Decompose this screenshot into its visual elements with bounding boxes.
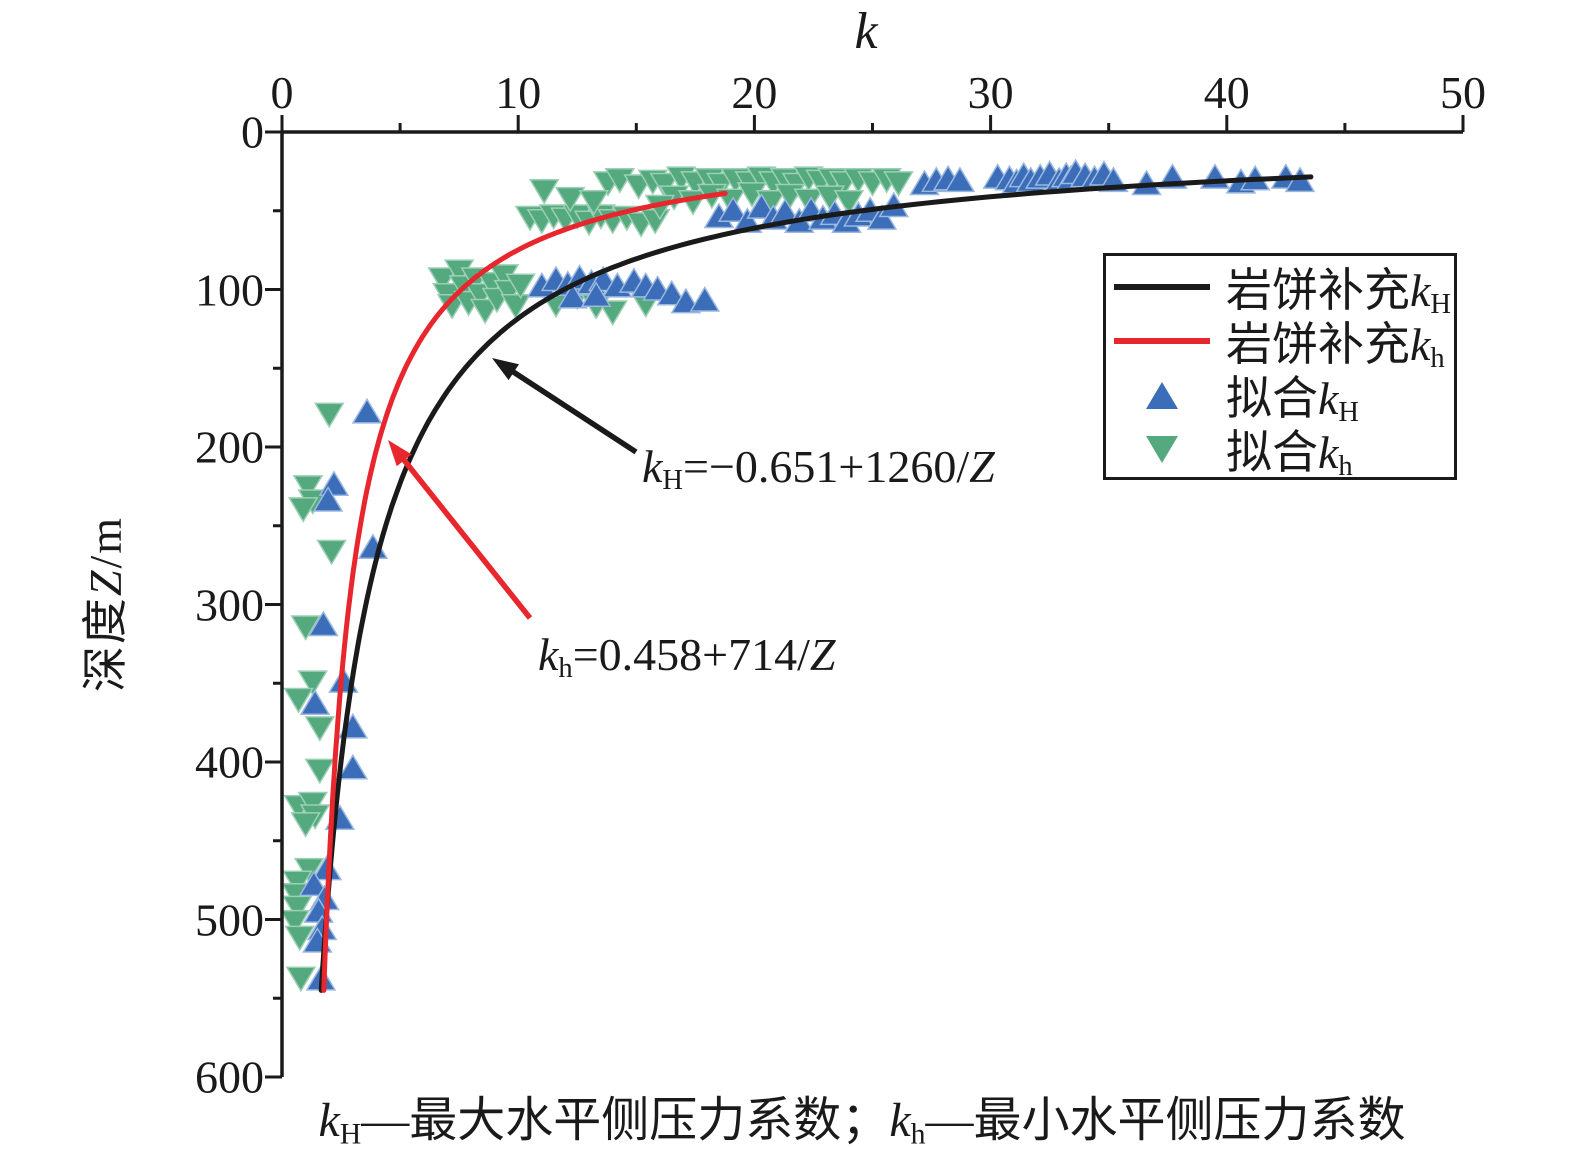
legend-item-curve-kH: 岩饼补充kH xyxy=(1112,260,1454,319)
annotation-formula-kh: kh=0.458+714/Z xyxy=(538,629,836,685)
y-tick-label: 200 xyxy=(195,421,264,473)
x-axis-title: k xyxy=(854,3,878,60)
data-point-triangle-up xyxy=(746,193,777,219)
legend-label: 拟合kh xyxy=(1226,427,1353,483)
data-point-triangle-down xyxy=(883,171,914,197)
arrow-black xyxy=(507,366,638,455)
data-point-triangle-down xyxy=(283,687,314,714)
x-tick-label: 50 xyxy=(1440,67,1486,118)
y-tick-label: 100 xyxy=(195,264,264,315)
y-axis-title-var: Z xyxy=(80,568,131,597)
data-point-triangle-down xyxy=(304,758,336,785)
data-point-triangle-down xyxy=(282,870,313,897)
data-point-triangle-down xyxy=(290,615,321,642)
data-point-triangle-down xyxy=(285,966,317,993)
data-point-triangle-down xyxy=(287,497,319,523)
y-tick-label: 300 xyxy=(195,579,264,630)
data-point-triangle-down xyxy=(292,475,324,501)
legend-label: 岩饼补充kh xyxy=(1226,319,1445,375)
data-point-triangle-up xyxy=(298,870,330,897)
data-point-triangle-up xyxy=(717,196,749,222)
data-point-triangle-up xyxy=(1199,163,1231,189)
data-point-triangle-up xyxy=(557,282,588,309)
data-point-triangle-up xyxy=(656,279,688,306)
y-tick-label: 600 xyxy=(195,1051,264,1103)
data-point-triangle-down xyxy=(284,925,316,952)
legend-swatch-green-triangle-down-icon xyxy=(1112,435,1212,463)
data-point-triangle-up xyxy=(580,281,612,308)
y-tick-label: 0 xyxy=(241,106,264,158)
curve-kH xyxy=(318,174,1314,993)
data-point-triangle-down xyxy=(297,791,329,818)
legend: 岩饼补充kH 岩饼补充kh 拟合kH 拟合kh xyxy=(1103,253,1457,481)
data-point-triangle-down xyxy=(554,186,586,213)
data-point-triangle-up xyxy=(944,166,976,193)
data-point-triangle-down xyxy=(293,857,325,884)
legend-label: 岩饼补充kH xyxy=(1226,265,1452,321)
y-axis-title: 深度Z/m xyxy=(69,516,135,692)
data-point-triangle-down xyxy=(505,273,536,300)
y-axis-title-prefix: 深度 xyxy=(80,596,131,693)
data-point-triangle-up xyxy=(318,470,350,497)
data-point-triangle-down xyxy=(316,539,347,566)
arrow-red xyxy=(398,453,533,620)
data-point-triangle-down xyxy=(528,179,560,205)
data-point-triangle-up xyxy=(351,397,383,424)
x-tick-label: 20 xyxy=(731,67,778,118)
data-point-triangle-down xyxy=(290,812,321,838)
data-point-triangle-down xyxy=(500,294,532,320)
annotation-formula-kH: kH=−0.651+1260/Z xyxy=(642,441,995,497)
data-point-triangle-down xyxy=(649,172,680,199)
data-point-triangle-down xyxy=(282,895,313,922)
data-point-triangle-down xyxy=(297,670,329,697)
data-point-triangle-up xyxy=(308,610,339,637)
data-point-triangle-up xyxy=(299,689,331,715)
caption: kH—最大水平侧压力系数；kh—最小水平侧压力系数 xyxy=(318,1094,1406,1150)
x-tick-label: 40 xyxy=(1203,67,1250,118)
data-point-triangle-down xyxy=(279,909,311,936)
legend-swatch-black-line xyxy=(1112,284,1212,290)
arrowhead-red-icon xyxy=(388,440,412,467)
legend-item-scatter-kh: 拟合kh xyxy=(1112,422,1454,481)
data-point-triangle-down xyxy=(304,716,336,742)
y-tick-label: 500 xyxy=(195,894,264,945)
data-point-triangle-down xyxy=(578,190,610,216)
y-axis-title-suffix: /m xyxy=(80,515,131,569)
legend-item-curve-kh: 岩饼补充kh xyxy=(1112,314,1454,373)
data-point-triangle-up xyxy=(689,286,721,312)
data-point-triangle-up xyxy=(337,753,369,780)
legend-label: 拟合kH xyxy=(1226,373,1360,429)
x-tick-label: 10 xyxy=(495,67,542,118)
x-tick-label: 0 xyxy=(270,67,294,118)
curve-kh xyxy=(321,190,728,993)
data-point-triangle-down xyxy=(469,298,501,325)
legend-item-scatter-kH: 拟合kH xyxy=(1112,368,1454,427)
legend-swatch-red-line xyxy=(1112,338,1212,344)
data-point-triangle-down xyxy=(833,190,865,216)
x-tick-label: 30 xyxy=(967,67,1014,118)
arrowhead-black-icon xyxy=(492,358,519,381)
legend-swatch-blue-triangle-up-icon xyxy=(1112,381,1212,409)
data-point-triangle-down xyxy=(313,402,345,429)
data-point-triangle-down xyxy=(427,267,458,293)
y-tick-label: 400 xyxy=(195,736,264,788)
data-point-triangle-up xyxy=(866,204,898,230)
data-point-triangle-up xyxy=(312,486,344,512)
